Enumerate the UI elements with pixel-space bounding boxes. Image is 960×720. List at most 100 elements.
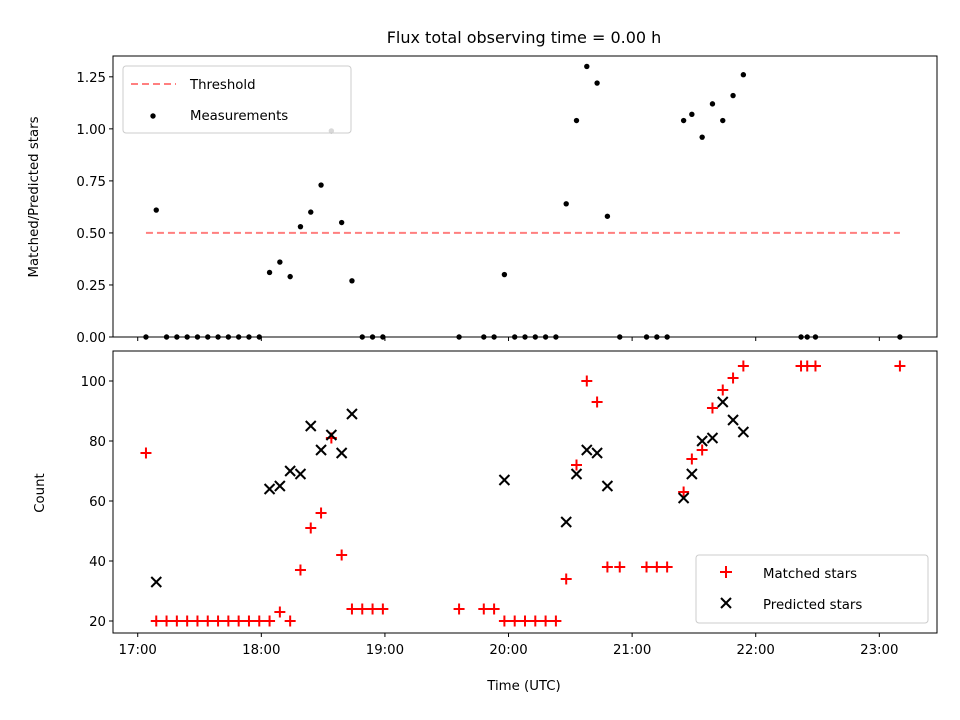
matched-stars-point xyxy=(591,396,603,408)
matched-stars-point xyxy=(614,561,626,573)
predicted-stars-point xyxy=(150,576,162,588)
matched-stars-point xyxy=(550,615,562,627)
measurements-point xyxy=(501,271,508,278)
matched-stars-point xyxy=(150,615,162,627)
predicted-stars-point xyxy=(686,468,698,480)
matched-stars-point xyxy=(560,573,572,585)
legend-matched-swatch xyxy=(720,566,732,578)
matched-stars-point xyxy=(346,603,358,615)
predicted-stars-point xyxy=(737,426,750,438)
matched-stars-point xyxy=(571,459,582,471)
matched-stars-point xyxy=(305,522,317,534)
matched-stars-point xyxy=(243,615,255,627)
matched-stars-point xyxy=(540,615,552,627)
matched-stars-point xyxy=(161,615,173,627)
predicted-stars-point xyxy=(581,444,593,456)
measurements-point xyxy=(277,259,283,265)
bottom-legend: Matched stars Predicted stars xyxy=(695,554,929,624)
measurements-point xyxy=(563,201,569,207)
matched-stars-point xyxy=(809,360,821,372)
measurements-point xyxy=(287,273,293,280)
predicted-stars-point xyxy=(346,408,358,420)
measurements-point xyxy=(604,213,611,219)
matched-stars-point xyxy=(686,453,698,465)
matched-stars-point xyxy=(727,372,739,384)
bottom-x-tick-label: 20:00 xyxy=(489,643,527,658)
measurements-point xyxy=(699,134,705,140)
matched-stars-point xyxy=(737,360,749,372)
top-y-tick-label: 0.50 xyxy=(76,227,106,242)
matched-stars-point xyxy=(222,615,234,627)
top-y-tick-label: 0.00 xyxy=(76,331,106,346)
matched-stars-point xyxy=(581,375,593,387)
matched-stars-point xyxy=(529,615,541,627)
measurements-point xyxy=(153,207,159,213)
matched-stars-point xyxy=(181,615,193,627)
top-legend-box xyxy=(122,65,352,134)
top-y-axis-label: Matched/Predicted stars xyxy=(27,116,42,277)
bottom-plot-area xyxy=(140,360,906,627)
matched-stars-point xyxy=(478,603,490,615)
predicted-stars-point xyxy=(717,396,729,408)
measurements-point xyxy=(349,278,355,284)
top-legend: Threshold Measurements xyxy=(122,65,352,134)
matched-stars-point xyxy=(651,561,663,573)
matched-stars-point xyxy=(498,615,510,627)
bottom-legend-box xyxy=(695,554,929,624)
matched-stars-point xyxy=(678,486,690,498)
predicted-stars-point xyxy=(560,516,572,528)
bottom-y-tick-label: 20 xyxy=(89,615,106,630)
matched-stars-point xyxy=(488,603,500,615)
predicted-stars-point xyxy=(315,444,327,456)
matched-stars-point xyxy=(336,549,348,561)
bottom-x-tick-label: 19:00 xyxy=(366,643,404,658)
matched-stars-point xyxy=(191,615,203,627)
matched-stars-point xyxy=(212,615,224,627)
bottom-axes-frame xyxy=(112,350,938,634)
bottom-x-tick-label: 23:00 xyxy=(860,643,898,658)
matched-stars-point xyxy=(202,615,214,627)
bottom-x-axis-label: Time (UTC) xyxy=(486,679,561,694)
predicted-stars-point xyxy=(498,474,511,486)
measurements-point xyxy=(338,219,345,226)
legend-predicted-label: Predicted stars xyxy=(763,598,862,613)
measurements-point xyxy=(709,101,716,107)
legend-matched-label: Matched stars xyxy=(763,567,857,582)
predicted-stars-point xyxy=(294,468,307,480)
predicted-stars-point xyxy=(263,483,276,495)
predicted-stars-point xyxy=(274,480,286,492)
matched-stars-point xyxy=(377,603,389,615)
legend-predicted-swatch xyxy=(720,597,732,609)
matched-stars-point xyxy=(894,360,906,372)
predicted-stars-point xyxy=(305,420,317,432)
bottom-y-tick-label: 100 xyxy=(81,375,106,390)
matched-stars-point xyxy=(696,444,708,456)
legend-measurements-label: Measurements xyxy=(190,109,288,124)
bottom-x-tick-label: 17:00 xyxy=(119,643,157,658)
bottom-y-axis-label: Count xyxy=(33,473,48,513)
predicted-stars-point xyxy=(284,465,296,477)
measurements-point xyxy=(720,117,726,124)
bottom-x-tick-label: 22:00 xyxy=(737,643,775,658)
bottom-x-tick-label: 18:00 xyxy=(242,643,280,658)
matched-stars-point xyxy=(717,384,729,396)
matched-stars-point xyxy=(264,615,276,627)
predicted-stars-point xyxy=(727,414,739,426)
predicted-stars-point xyxy=(591,447,603,459)
matched-stars-point xyxy=(140,447,152,459)
measurements-point xyxy=(573,117,580,124)
top-y-tick-label: 0.75 xyxy=(76,175,106,190)
measurements-point xyxy=(594,80,600,86)
matched-stars-point xyxy=(641,561,653,573)
matched-stars-point xyxy=(519,615,531,627)
predicted-stars-point xyxy=(570,468,583,480)
matched-stars-point xyxy=(171,615,183,627)
matched-stars-point xyxy=(294,564,306,576)
matched-stars-point xyxy=(253,615,265,627)
top-y-tick-label: 0.25 xyxy=(76,279,106,294)
measurements-point xyxy=(680,117,687,124)
predicted-stars-point xyxy=(696,435,708,447)
top-axes-frame xyxy=(112,55,938,338)
measurements-point xyxy=(297,223,304,230)
